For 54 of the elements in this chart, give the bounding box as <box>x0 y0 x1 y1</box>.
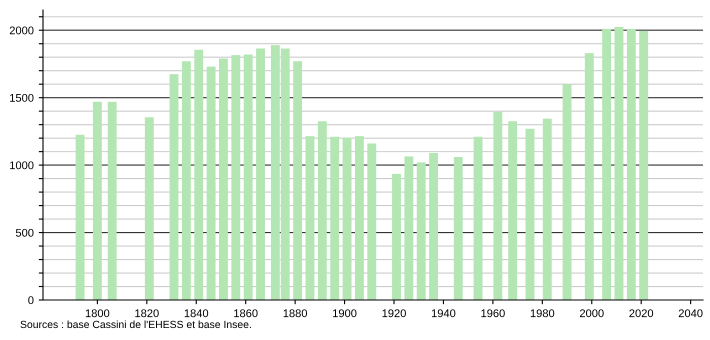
bar <box>429 152 438 300</box>
y-tick-label: 0 <box>28 296 34 304</box>
bar <box>342 137 352 300</box>
bar <box>614 26 624 300</box>
bar <box>256 48 265 300</box>
bar <box>602 28 612 300</box>
bar <box>404 156 414 300</box>
y-tick-label: 500 <box>16 228 34 237</box>
source-note: Sources : base Cassini de l'EHESS et base Insee. <box>20 320 251 328</box>
bar <box>76 134 85 300</box>
x-tick-label: 2000 <box>580 309 604 318</box>
bar <box>416 162 426 300</box>
bar <box>367 144 376 300</box>
x-tick-label: 1980 <box>530 309 554 318</box>
y-tick-label: 1000 <box>10 161 34 170</box>
x-tick-label: 2020 <box>629 309 654 318</box>
bar <box>144 117 154 300</box>
bar <box>206 66 216 300</box>
bar <box>108 102 117 300</box>
bar <box>493 112 502 300</box>
x-tick-label: 1840 <box>184 309 208 318</box>
x-tick-label: 1800 <box>86 309 110 318</box>
bar <box>92 102 102 300</box>
bar <box>474 136 483 300</box>
x-tick-label: 2040 <box>678 309 703 318</box>
x-tick-label: 1940 <box>432 309 456 318</box>
x-tick-label: 1920 <box>382 309 406 318</box>
x-tick-label: 1900 <box>333 309 356 318</box>
y-tick-label: 1500 <box>10 94 34 102</box>
x-tick-label: 1860 <box>234 309 258 318</box>
bar <box>584 53 594 300</box>
bar <box>542 118 552 300</box>
bar <box>293 61 302 300</box>
bar <box>392 174 401 300</box>
bar <box>639 30 648 300</box>
bar <box>182 61 191 300</box>
bar <box>318 121 327 300</box>
x-tick-label: 1880 <box>284 309 308 318</box>
bar <box>508 121 518 300</box>
bar <box>354 136 364 300</box>
bar <box>231 55 240 300</box>
bar <box>626 28 636 300</box>
bar <box>244 54 253 300</box>
bar <box>526 128 534 300</box>
x-tick-label: 1960 <box>481 309 505 318</box>
bar <box>194 50 204 300</box>
bar <box>170 74 178 300</box>
bar <box>454 157 463 300</box>
bar <box>562 84 572 300</box>
bar <box>219 58 228 300</box>
y-tick-label: 2000 <box>10 26 34 34</box>
x-tick-label: 1820 <box>135 309 159 318</box>
bar <box>330 136 340 300</box>
bar <box>306 136 314 300</box>
